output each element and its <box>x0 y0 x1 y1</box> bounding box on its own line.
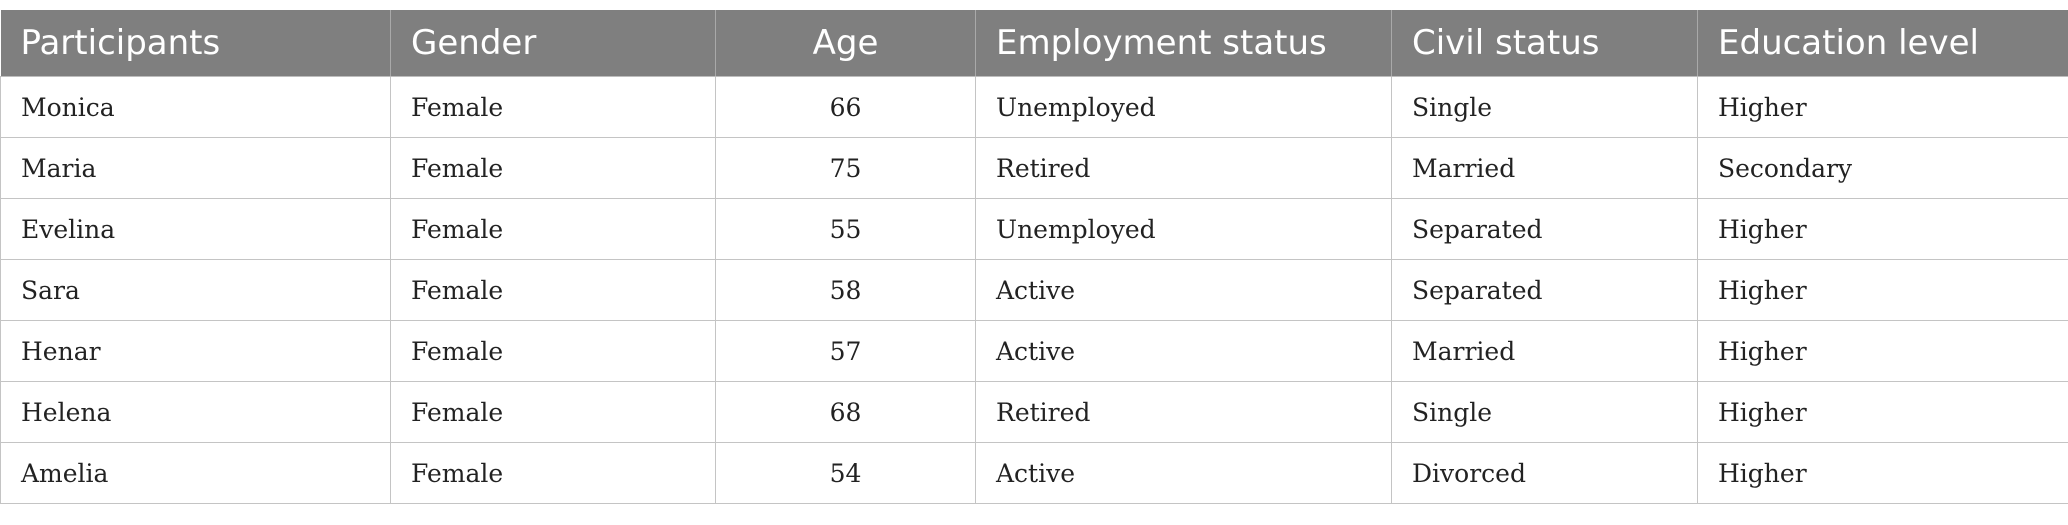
table-header: Participants Gender Age Employment statu… <box>0 10 2068 77</box>
cell-gender: Female <box>390 198 716 260</box>
cell-education-level: Secondary <box>1697 137 2068 199</box>
table-row: Sara Female 58 Active Separated Higher <box>0 259 2068 321</box>
header-civil-status: Civil status <box>1391 10 1698 77</box>
cell-employment-status: Retired <box>975 381 1392 443</box>
cell-education-level: Higher <box>1697 198 2068 260</box>
cell-education-level: Higher <box>1697 442 2068 504</box>
cell-age: 54 <box>715 442 976 504</box>
cell-age: 57 <box>715 320 976 382</box>
table-body: Monica Female 66 Unemployed Single Highe… <box>0 76 2068 504</box>
cell-civil-status: Married <box>1391 320 1698 382</box>
cell-education-level: Higher <box>1697 320 2068 382</box>
cell-civil-status: Divorced <box>1391 442 1698 504</box>
cell-employment-status: Unemployed <box>975 76 1392 138</box>
cell-participant: Helena <box>0 381 391 443</box>
cell-employment-status: Active <box>975 320 1392 382</box>
participants-table: Participants Gender Age Employment statu… <box>0 10 2068 504</box>
cell-gender: Female <box>390 137 716 199</box>
cell-age: 58 <box>715 259 976 321</box>
cell-education-level: Higher <box>1697 76 2068 138</box>
cell-gender: Female <box>390 442 716 504</box>
cell-civil-status: Married <box>1391 137 1698 199</box>
table-row: Henar Female 57 Active Married Higher <box>0 320 2068 382</box>
cell-participant: Evelina <box>0 198 391 260</box>
table-row: Helena Female 68 Retired Single Higher <box>0 381 2068 443</box>
header-participants: Participants <box>0 10 391 77</box>
cell-participant: Monica <box>0 76 391 138</box>
cell-age: 66 <box>715 76 976 138</box>
cell-civil-status: Single <box>1391 381 1698 443</box>
header-education-level: Education level <box>1697 10 2068 77</box>
cell-civil-status: Single <box>1391 76 1698 138</box>
header-employment-status: Employment status <box>975 10 1392 77</box>
cell-participant: Sara <box>0 259 391 321</box>
table-row: Maria Female 75 Retired Married Secondar… <box>0 137 2068 199</box>
header-age: Age <box>715 10 976 77</box>
header-row: Participants Gender Age Employment statu… <box>0 10 2068 77</box>
cell-civil-status: Separated <box>1391 259 1698 321</box>
cell-participant: Amelia <box>0 442 391 504</box>
header-gender: Gender <box>390 10 716 77</box>
cell-gender: Female <box>390 381 716 443</box>
cell-education-level: Higher <box>1697 259 2068 321</box>
cell-gender: Female <box>390 76 716 138</box>
cell-age: 75 <box>715 137 976 199</box>
cell-participant: Henar <box>0 320 391 382</box>
cell-employment-status: Unemployed <box>975 198 1392 260</box>
cell-employment-status: Active <box>975 442 1392 504</box>
cell-age: 55 <box>715 198 976 260</box>
cell-civil-status: Separated <box>1391 198 1698 260</box>
cell-participant: Maria <box>0 137 391 199</box>
table-row: Evelina Female 55 Unemployed Separated H… <box>0 198 2068 260</box>
cell-gender: Female <box>390 259 716 321</box>
cell-age: 68 <box>715 381 976 443</box>
cell-gender: Female <box>390 320 716 382</box>
cell-employment-status: Active <box>975 259 1392 321</box>
table-row: Monica Female 66 Unemployed Single Highe… <box>0 76 2068 138</box>
cell-education-level: Higher <box>1697 381 2068 443</box>
cell-employment-status: Retired <box>975 137 1392 199</box>
table-row: Amelia Female 54 Active Divorced Higher <box>0 442 2068 504</box>
participants-table-container: Participants Gender Age Employment statu… <box>0 10 2068 504</box>
